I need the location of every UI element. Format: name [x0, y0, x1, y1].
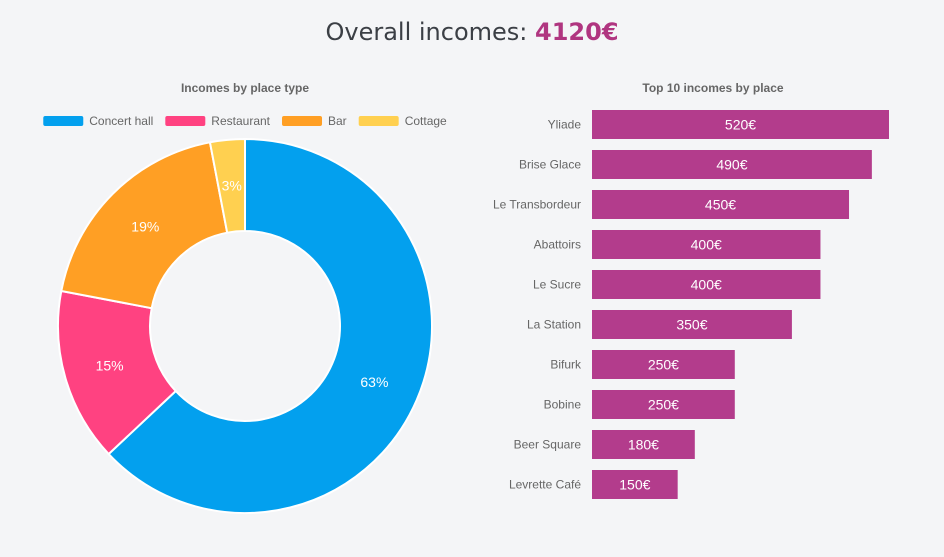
bar-value-label: 400€	[691, 237, 722, 253]
bar-category-label: Le Transbordeur	[493, 198, 581, 212]
bar-value-label: 150€	[619, 477, 650, 493]
bar-row-brise-glace: Brise Glace 490€	[519, 150, 872, 179]
donut-slices	[57, 137, 433, 514]
legend-label: Cottage	[405, 114, 447, 128]
bar-value-label: 250€	[648, 397, 679, 413]
bar-yliade[interactable]	[592, 110, 889, 139]
bar-bobine[interactable]	[592, 390, 735, 419]
bar-category-label: Abattoirs	[534, 238, 581, 252]
bar-beer-square[interactable]	[592, 430, 695, 459]
bar-brise-glace[interactable]	[592, 150, 872, 179]
legend-label: Bar	[328, 114, 347, 128]
bar-category-label: Bifurk	[550, 358, 582, 372]
overall-total: 4120€	[535, 18, 619, 46]
bar-row-abattoirs: Abattoirs 400€	[534, 230, 821, 259]
bar-le-sucre[interactable]	[592, 270, 821, 299]
legend-swatch	[43, 116, 84, 126]
donut-slice-label-restaurant: 15%	[96, 357, 124, 373]
bar-bifurk[interactable]	[592, 350, 735, 379]
bar-value-label: 450€	[705, 197, 736, 213]
bar-rows: Yliade 520€ Brise Glace 490€ Le Transbordeur…	[493, 110, 889, 499]
bar-value-label: 250€	[648, 357, 679, 373]
bar-value-label: 350€	[676, 317, 707, 333]
donut-chart: Incomes by place type Concert hall Restau…	[43, 81, 447, 514]
bar-chart-title: Top 10 incomes by place	[642, 81, 783, 95]
donut-chart-title: Incomes by place type	[181, 81, 309, 95]
donut-slice-cottage[interactable]	[208, 137, 246, 234]
bar-row-yliade: Yliade 520€	[548, 110, 889, 139]
legend-item-concert-hall[interactable]: Concert hall	[43, 114, 153, 128]
donut-slice-concert-hall[interactable]	[107, 137, 433, 514]
bar-chart: Top 10 incomes by place Yliade 520€ Brise …	[493, 81, 889, 499]
legend-item-bar[interactable]: Bar	[282, 114, 347, 128]
legend-swatch	[282, 116, 323, 126]
donut-slice-label-cottage: 3%	[222, 178, 242, 194]
bar-abattoirs[interactable]	[592, 230, 821, 259]
bar-value-label: 180€	[628, 437, 659, 453]
bar-la-station[interactable]	[592, 310, 792, 339]
bar-category-label: Yliade	[548, 118, 582, 132]
bar-levrette-cafe[interactable]	[592, 470, 678, 499]
donut-labels: 63% 15% 19% 3%	[96, 178, 389, 390]
bar-le-transbordeur[interactable]	[592, 190, 850, 219]
donut-slice-bar[interactable]	[60, 141, 229, 310]
bar-category-label: Le Sucre	[533, 278, 581, 292]
donut-slice-label-bar: 19%	[131, 218, 159, 234]
bar-value-label: 490€	[716, 157, 747, 173]
donut-legend: Concert hall Restaurant Bar Cottage	[43, 114, 447, 128]
bar-row-la-station: La Station 350€	[527, 310, 792, 339]
bar-category-label: Brise Glace	[519, 158, 581, 172]
bar-category-label: Levrette Café	[509, 478, 581, 492]
legend-label: Restaurant	[211, 114, 270, 128]
bar-category-label: La Station	[527, 318, 581, 332]
bar-row-le-sucre: Le Sucre 400€	[533, 270, 821, 299]
bar-value-label: 400€	[691, 277, 722, 293]
bar-row-beer-square: Beer Square 180€	[514, 430, 695, 459]
bar-row-le-transbordeur: Le Transbordeur 450€	[493, 190, 850, 219]
bar-row-bobine: Bobine 250€	[544, 390, 735, 419]
legend-label: Concert hall	[89, 114, 153, 128]
legend-swatch	[165, 116, 206, 126]
page-title: Overall incomes: 4120€	[0, 18, 944, 46]
legend-item-cottage[interactable]: Cottage	[358, 114, 447, 128]
bar-row-levrette-cafe: Levrette Café 150€	[509, 470, 678, 499]
bar-category-label: Bobine	[544, 398, 582, 412]
legend-item-restaurant[interactable]: Restaurant	[165, 114, 271, 128]
bar-category-label: Beer Square	[514, 438, 582, 452]
bar-row-bifurk: Bifurk 250€	[550, 350, 735, 379]
bar-value-label: 520€	[725, 117, 756, 133]
legend-swatch	[358, 116, 399, 126]
donut-slice-label-concert-hall: 63%	[360, 374, 388, 390]
page-title-label: Overall incomes:	[325, 18, 528, 46]
